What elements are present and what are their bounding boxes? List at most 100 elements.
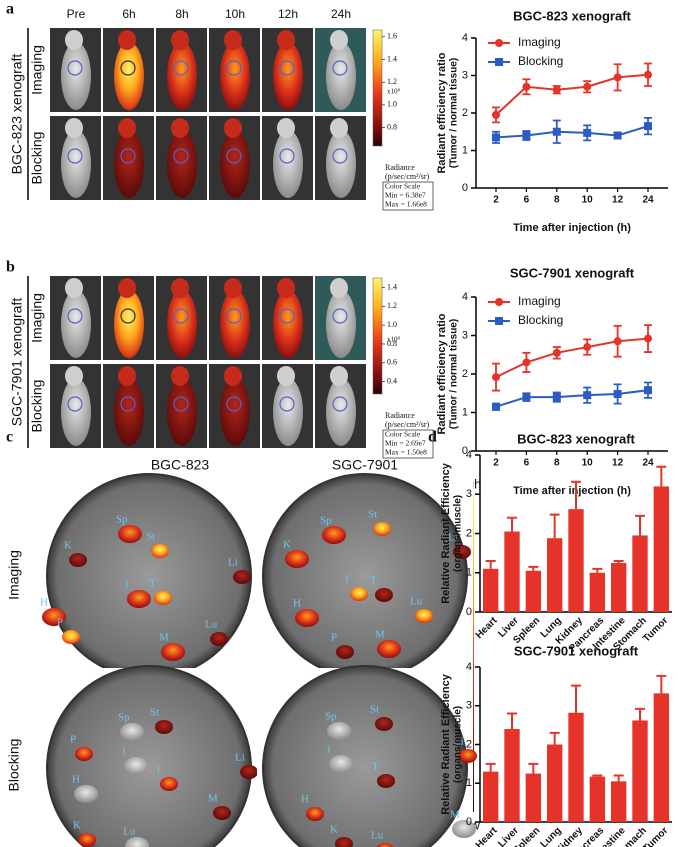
y-tick-label: 1 xyxy=(466,567,472,579)
bar xyxy=(610,781,627,822)
roi xyxy=(67,396,83,412)
roi xyxy=(332,60,348,76)
marker xyxy=(492,373,500,382)
colorbar-tick-label: 0.6 xyxy=(387,358,397,367)
scale-text: Max = 1.66e8 xyxy=(385,200,427,209)
colorbar xyxy=(372,29,383,147)
bar xyxy=(568,509,584,612)
organ xyxy=(127,590,151,608)
mouse-head xyxy=(330,278,348,298)
mouse-head xyxy=(171,366,189,386)
colorbar-tick-label: 0.4 xyxy=(387,376,397,385)
marker xyxy=(522,82,531,91)
organ-label: K xyxy=(283,539,291,551)
organ-label: M xyxy=(450,809,460,821)
chart-title: SGC-7901 xenograft xyxy=(510,265,635,280)
organ xyxy=(336,645,354,659)
organ-label: T xyxy=(149,578,156,590)
roi xyxy=(279,396,295,412)
organ xyxy=(75,747,93,761)
series-line xyxy=(495,73,649,116)
colorbar-tick-label: 1.2 xyxy=(387,77,397,86)
mouse-body xyxy=(273,378,303,446)
y-tick-label: 1 xyxy=(466,777,472,789)
colorbar-tick-label: 1.4 xyxy=(387,54,397,63)
organ xyxy=(78,833,96,847)
mouse-body xyxy=(167,378,197,446)
roi xyxy=(120,60,136,76)
row-label: Blocking xyxy=(29,380,45,433)
mouse-body xyxy=(167,42,197,110)
chart-title: BGC-823 xenograft xyxy=(513,8,631,23)
bar xyxy=(482,568,499,612)
mouse-body xyxy=(61,290,91,358)
x-tick-label: 24 xyxy=(642,195,654,206)
mouse-head xyxy=(65,366,83,386)
y-tick-label: 2 xyxy=(466,527,472,539)
organ-label: P xyxy=(57,617,63,629)
x-tick-label: 2 xyxy=(493,195,499,206)
legend-label: Blocking xyxy=(518,313,563,327)
roi xyxy=(173,148,189,164)
error-bar xyxy=(635,707,645,721)
y-tick-label: 3 xyxy=(462,69,468,81)
mouse-body xyxy=(220,290,250,358)
bar xyxy=(504,729,520,822)
y-tick-label: 2 xyxy=(462,107,468,119)
marker xyxy=(583,82,592,91)
mouse-body xyxy=(220,130,250,198)
colorbar-title: Radiance xyxy=(385,411,415,420)
row-label: Blocking xyxy=(29,132,45,185)
x-tick-label: 8 xyxy=(554,458,560,469)
mouse-body xyxy=(167,130,197,198)
bar xyxy=(653,693,670,822)
column-label: SGC-7901 xyxy=(332,457,398,473)
roi xyxy=(279,308,295,324)
marker xyxy=(552,348,561,357)
marker xyxy=(522,393,531,402)
roi xyxy=(279,148,295,164)
legend-label: Imaging xyxy=(518,35,561,49)
organ xyxy=(210,632,228,646)
mouse-head xyxy=(118,30,136,50)
dish xyxy=(262,665,468,847)
mouse-head xyxy=(118,278,136,298)
y-tick-label: 2 xyxy=(466,738,472,750)
organ xyxy=(375,588,393,602)
organ xyxy=(329,755,353,773)
organ xyxy=(295,609,319,627)
roi xyxy=(67,148,83,164)
error-bar xyxy=(507,712,517,729)
error-bar xyxy=(656,674,667,694)
dish xyxy=(262,473,468,679)
roi xyxy=(120,308,136,324)
bar xyxy=(568,712,584,822)
colorbar-unit: x10⁸ xyxy=(387,88,401,96)
column-label: 10h xyxy=(225,7,245,21)
marker xyxy=(613,337,622,346)
organ-label: I xyxy=(327,744,331,756)
organ-label: M xyxy=(208,793,218,805)
marker xyxy=(583,343,592,352)
marker xyxy=(522,358,531,367)
mouse-body xyxy=(61,42,91,110)
x-axis-label: Time after injection (h) xyxy=(513,485,631,497)
mouse-body xyxy=(114,130,144,198)
organ-label: Li xyxy=(448,532,458,544)
organ xyxy=(335,837,353,847)
organ xyxy=(306,807,324,821)
y-tick-label: 4 xyxy=(462,32,468,44)
mouse-body xyxy=(61,130,91,198)
colorbar-unit: x10⁸ xyxy=(387,336,401,344)
panel-label: b xyxy=(6,259,15,276)
roi xyxy=(226,148,242,164)
organ-label: M xyxy=(159,632,169,644)
mouse-head xyxy=(330,366,348,386)
marker xyxy=(552,393,561,402)
roi xyxy=(120,396,136,412)
organ-label: K xyxy=(330,824,338,836)
group-label: SGC-7901 xenograft xyxy=(9,298,25,427)
series-line xyxy=(495,337,649,378)
mouse-head xyxy=(65,118,83,138)
